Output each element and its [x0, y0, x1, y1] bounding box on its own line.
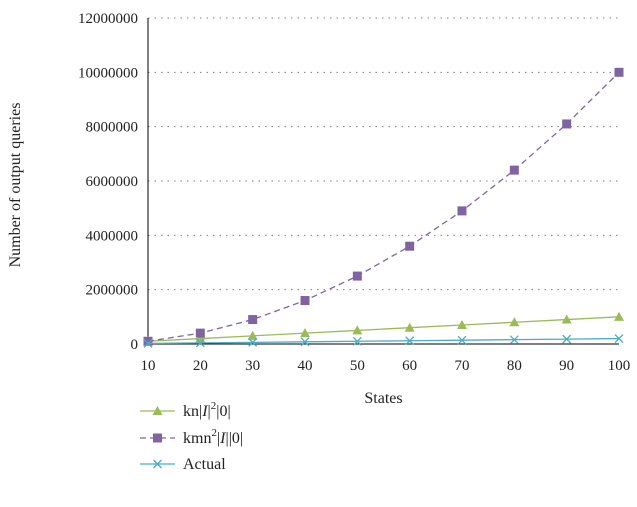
x-tick-label: 30: [245, 358, 260, 374]
x-tick-label: 80: [507, 358, 522, 374]
data-point: [195, 328, 205, 338]
data-point: [457, 319, 467, 329]
data-point: [143, 336, 153, 346]
data-point: [509, 165, 519, 175]
data-point: [457, 335, 467, 345]
data-point: [247, 330, 258, 340]
x-tick-label: 100: [608, 358, 631, 374]
data-point: [300, 337, 310, 347]
legend-marker: [153, 433, 162, 443]
legend-label: kmn2|I||0|: [183, 427, 243, 447]
data-point: [143, 338, 153, 348]
gridlines: [148, 17, 619, 291]
y-axis-title: Number of output queries: [7, 103, 24, 268]
data-point: [195, 338, 205, 348]
data-point: [300, 328, 310, 338]
x-tick-label: 20: [193, 358, 208, 374]
x-tick-label: 90: [559, 358, 574, 374]
series-line-2: [147, 337, 620, 345]
data-point: [352, 325, 363, 335]
y-tick-label: 0: [131, 337, 139, 353]
x-tick-label: 70: [455, 358, 470, 374]
series-line-0: [147, 316, 620, 342]
data-point: [405, 241, 415, 251]
y-tick-label: 2000000: [86, 283, 139, 299]
data-point: [352, 336, 362, 346]
data-point: [561, 314, 572, 324]
data-point: [614, 334, 624, 344]
data-point: [509, 317, 520, 327]
x-tick-label: 50: [350, 358, 365, 374]
legend-marker: [152, 406, 163, 415]
y-tick-label: 12000000: [78, 11, 138, 27]
data-point: [300, 296, 310, 306]
y-tick-label: 4000000: [86, 228, 139, 244]
y-tick-label: 6000000: [86, 174, 139, 190]
data-point: [509, 335, 519, 345]
legend: kn|I|2|0| kmn2|I||0| Actual: [140, 400, 243, 473]
y-tick-label: 8000000: [86, 120, 139, 136]
data-point: [562, 119, 572, 129]
series-line-1: [147, 71, 620, 342]
series-layer: [143, 67, 624, 348]
x-tick-label: 10: [141, 358, 156, 374]
x-tick-label: 40: [298, 358, 313, 374]
data-point: [404, 322, 415, 332]
legend-label: kn|I|2|0|: [183, 400, 231, 420]
data-point: [614, 311, 624, 321]
x-axis-title: States: [364, 390, 402, 407]
legend-marker: [153, 459, 162, 469]
data-point: [562, 334, 572, 344]
axes: 0 2000000 4000000 6000000 8000000 10000000 120…: [78, 11, 630, 374]
data-point: [248, 337, 258, 347]
y-tick-label: 10000000: [78, 65, 138, 81]
x-tick-label: 60: [402, 358, 417, 374]
data-point: [457, 206, 467, 216]
data-point: [352, 271, 362, 281]
legend-label: Actual: [183, 456, 226, 473]
data-point: [405, 336, 415, 346]
data-point: [248, 315, 258, 325]
data-point: [614, 67, 624, 77]
